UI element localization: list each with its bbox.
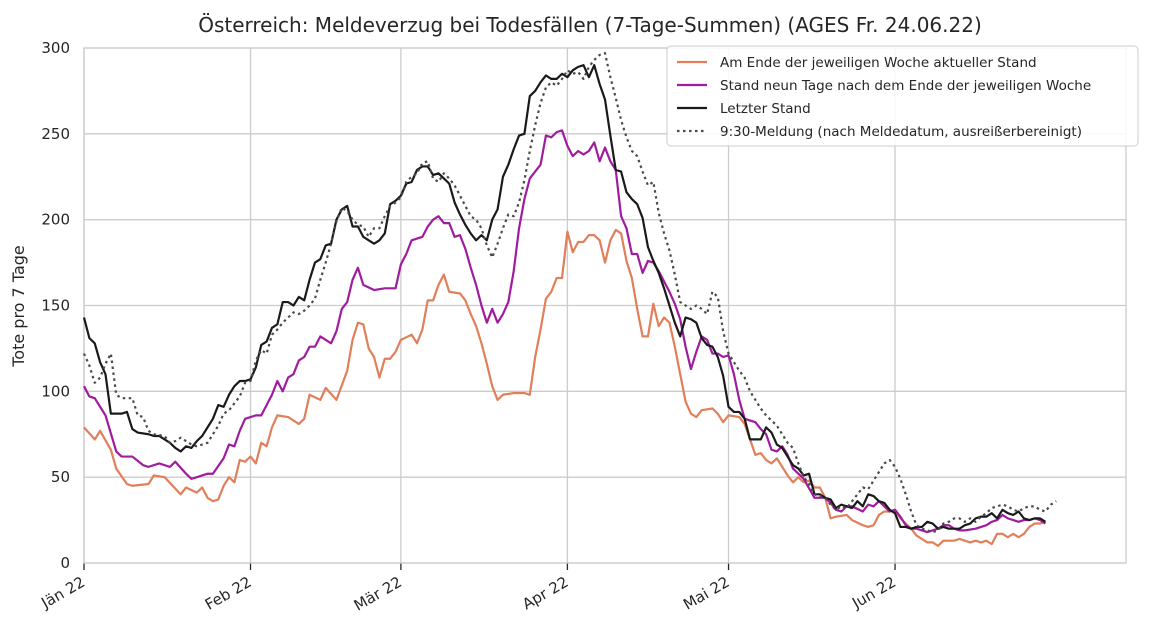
chart-title: Österreich: Meldeverzug bei Todesfällen … <box>198 13 982 37</box>
legend-label: Am Ende der jeweiligen Woche aktueller S… <box>720 55 1037 71</box>
y-tick-label: 50 <box>51 468 70 486</box>
y-tick-label: 300 <box>41 39 70 57</box>
legend-box <box>666 45 1139 147</box>
y-tick-label: 150 <box>41 297 70 315</box>
series-line <box>82 52 1057 534</box>
y-tick-label: 250 <box>41 125 70 143</box>
legend: Am Ende der jeweiligen Woche aktueller S… <box>666 45 1139 147</box>
legend-label: 9:30-Meldung (nach Meldedatum, ausreißer… <box>720 124 1082 140</box>
series-lines <box>82 52 1057 547</box>
y-tick-label: 0 <box>60 554 70 572</box>
y-tick-label: 200 <box>41 211 70 229</box>
legend-label: Letzter Stand <box>720 101 811 117</box>
legend-items: Am Ende der jeweiligen Woche aktueller S… <box>677 55 1091 140</box>
series-line <box>82 64 1047 530</box>
y-axis-label: Tote pro 7 Tage <box>9 245 28 368</box>
legend-label: Stand neun Tage nach dem Ende der jeweil… <box>720 78 1091 94</box>
y-tick-label: 100 <box>41 382 70 400</box>
plot-frame <box>83 47 1127 564</box>
series-line <box>83 129 1047 534</box>
